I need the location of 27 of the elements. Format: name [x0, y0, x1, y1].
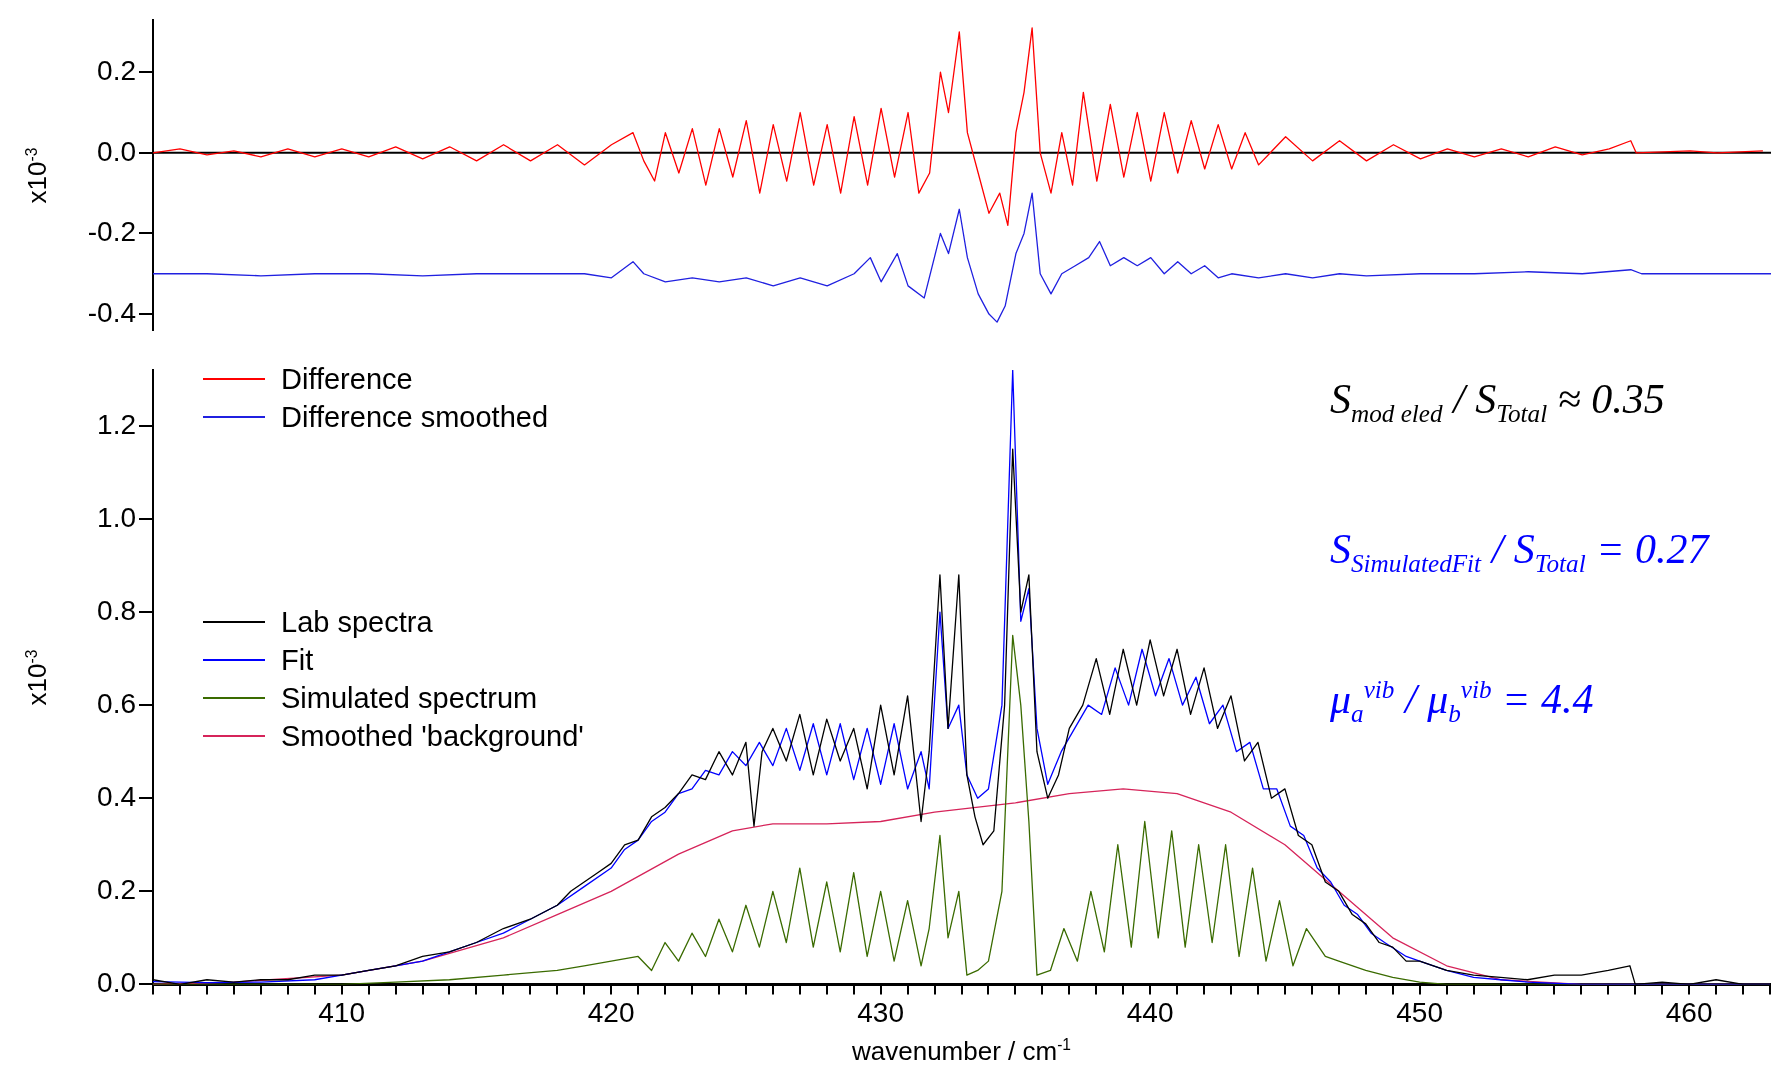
- annotation: S$_{mod eled}$ / S$_{Total}$ ≈ 0.35: [1330, 375, 1665, 429]
- y-tick-label: -0.4: [87, 296, 136, 328]
- x-tick-label: 420: [587, 996, 635, 1028]
- x-tick-label: 430: [857, 996, 905, 1028]
- y-tick-label: 1.0: [97, 501, 136, 533]
- y-tick-label: 0.6: [97, 687, 136, 719]
- y-tick-label: 0.2: [97, 874, 136, 906]
- legend-label: Difference: [281, 362, 413, 396]
- x-axis-title: wavenumber / cm$^{-1}$: [851, 1036, 1072, 1067]
- annotation: S$_{SimulatedFit}$ / S$_{Total}$ = 0.27: [1330, 525, 1709, 579]
- annotation: μ$_{a}$$^{vib}$ / μ$_{b}$$^{vib}$ = 4.4: [1330, 675, 1594, 729]
- legend-label: Lab spectra: [281, 605, 433, 639]
- x-tick-label: 460: [1665, 996, 1713, 1028]
- y-tick-label: -0.2: [87, 216, 136, 248]
- y-tick-label: 0.0: [97, 135, 136, 167]
- legend-label: Fit: [281, 643, 314, 677]
- y-tick-label: 0.4: [97, 780, 136, 812]
- legend-label: Difference smoothed: [281, 400, 549, 434]
- y-tick-label: 0.0: [97, 967, 136, 999]
- y-tick-label: 0.8: [97, 594, 136, 626]
- legend-label: Smoothed 'background': [281, 719, 584, 753]
- x-tick-label: 450: [1396, 996, 1444, 1028]
- legend-label: Simulated spectrum: [281, 681, 538, 715]
- x-tick-label: 410: [318, 996, 366, 1028]
- y-tick-label: 1.2: [97, 408, 136, 440]
- y-tick-label: 0.2: [97, 54, 136, 86]
- x-tick-label: 440: [1126, 996, 1174, 1028]
